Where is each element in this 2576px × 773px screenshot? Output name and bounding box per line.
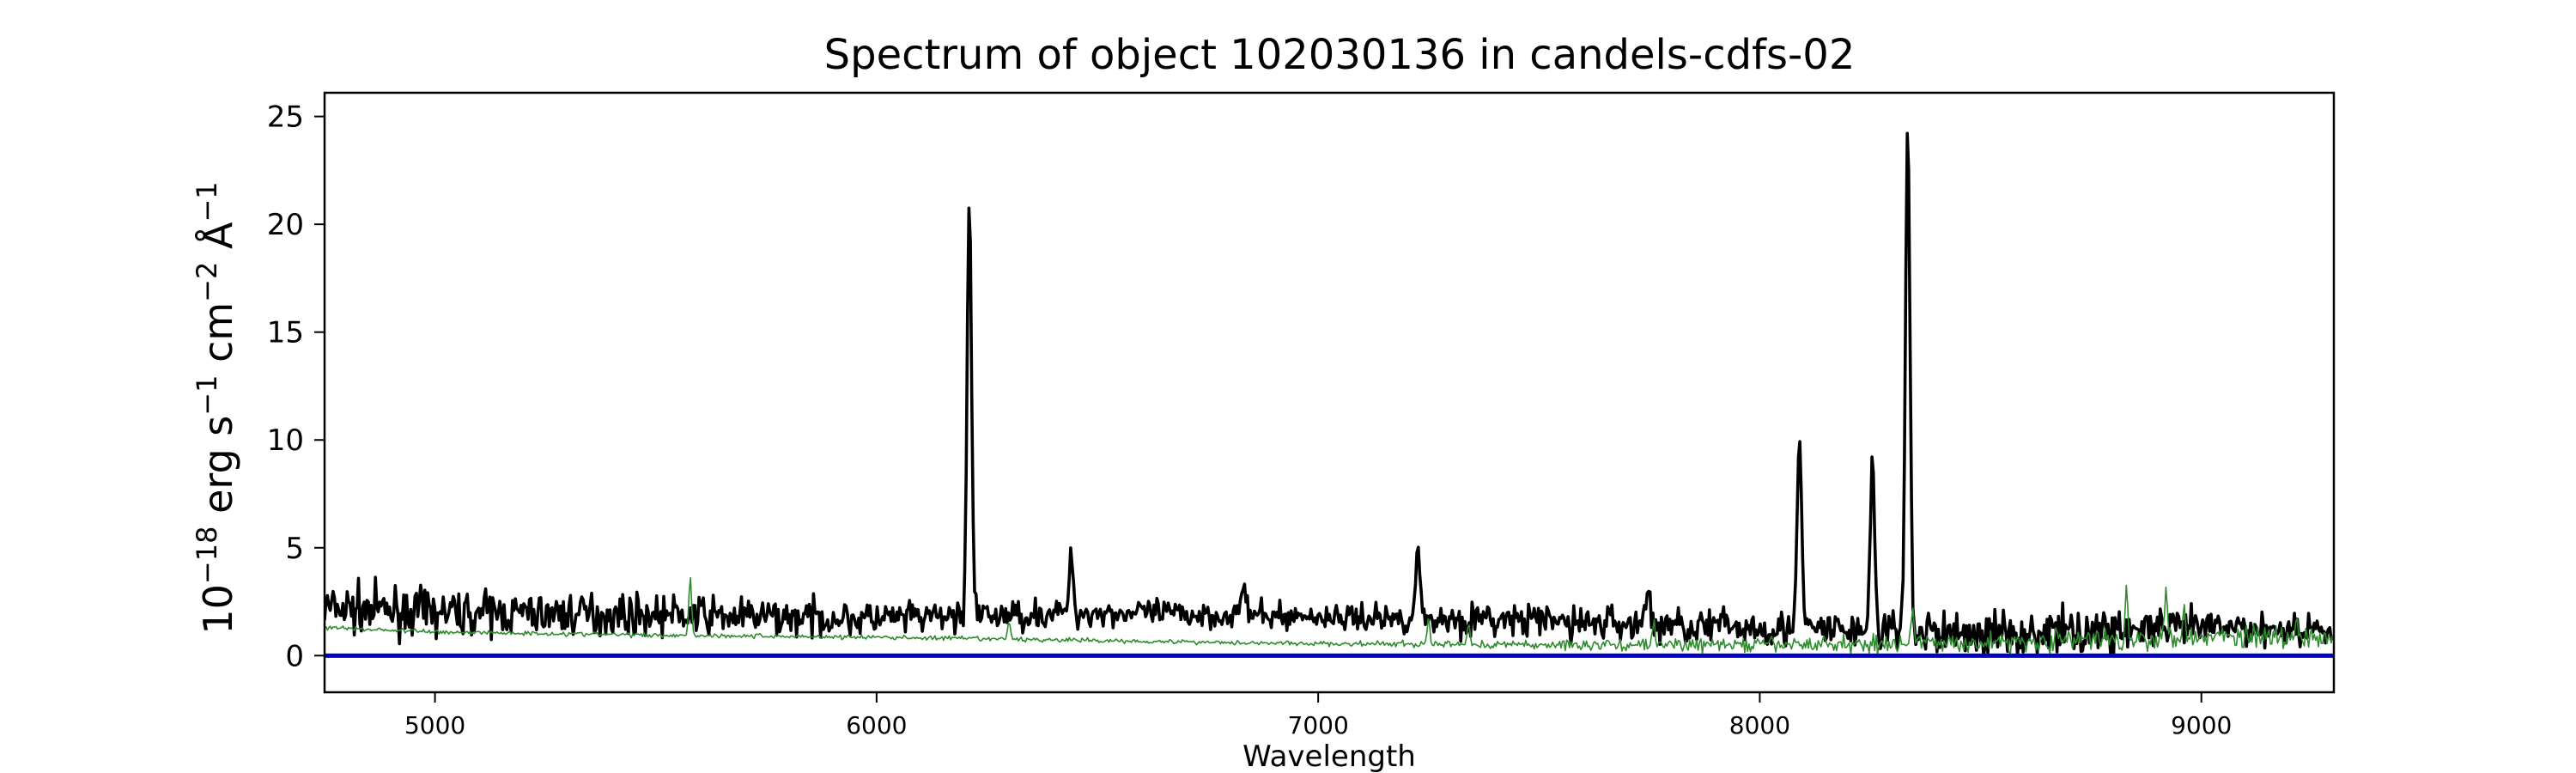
plot-frame bbox=[323, 91, 2336, 694]
svg-text:10−18 erg s−1 cm−2 Å−1: 10−18 erg s−1 cm−2 Å−1 bbox=[191, 181, 241, 634]
y-tick-label: 20 bbox=[267, 208, 304, 242]
y-tick-label: 10 bbox=[267, 423, 304, 458]
x-tick-label: 9000 bbox=[2171, 711, 2232, 740]
y-tick-label: 15 bbox=[267, 316, 304, 350]
x-tick-label: 5000 bbox=[404, 711, 465, 740]
y-tick-label: 0 bbox=[285, 639, 304, 673]
y-tick-label: 5 bbox=[285, 532, 304, 566]
x-tick-label: 8000 bbox=[1729, 711, 1790, 740]
x-tick-label: 6000 bbox=[846, 711, 907, 740]
y-tick-label: 25 bbox=[267, 100, 304, 135]
flux-line bbox=[325, 131, 2334, 658]
x-tick-label: 7000 bbox=[1288, 711, 1349, 740]
chart-title: Spectrum of object 102030136 in candels-… bbox=[824, 31, 1856, 79]
y-axis-label: 10−18 erg s−1 cm−2 Å−1 bbox=[191, 181, 241, 634]
plot-area: 5000 6000 7000 8000 9000 0 5 10 15 20 25 bbox=[267, 91, 2336, 740]
error-line bbox=[325, 576, 2334, 655]
x-axis-label: Wavelength bbox=[1242, 740, 1416, 773]
